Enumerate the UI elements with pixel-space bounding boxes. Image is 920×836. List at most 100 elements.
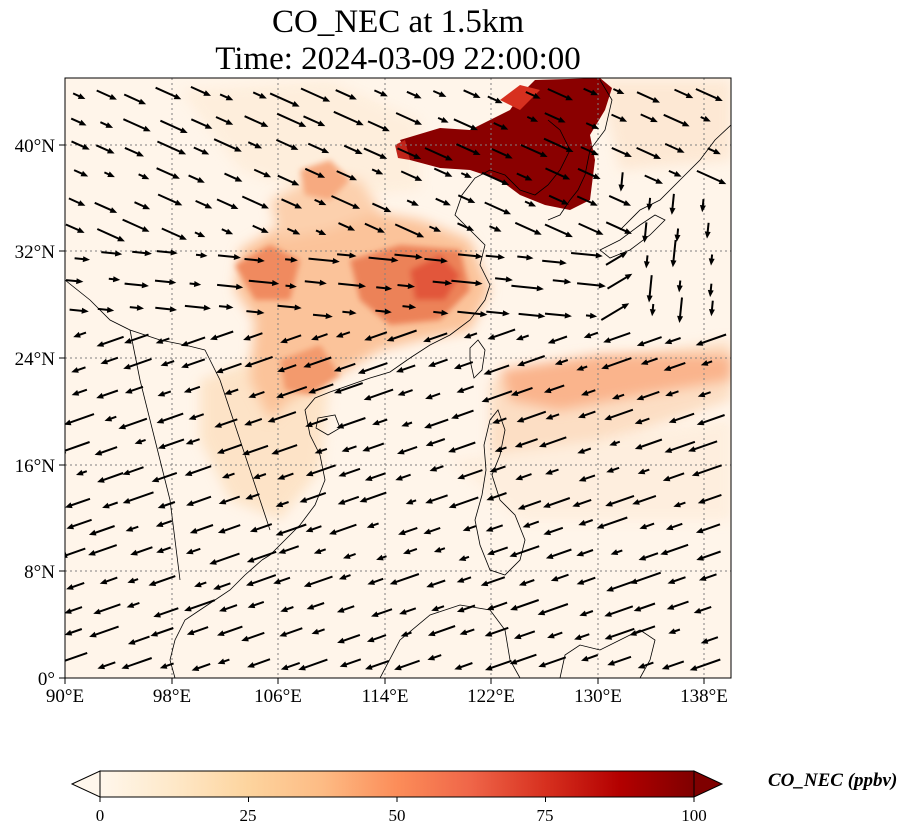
wind-arrow-head (464, 172, 472, 178)
wind-arrow-head (80, 170, 89, 177)
wind-arrow-shaft (578, 222, 602, 235)
peninsula-coast (169, 559, 263, 678)
wind-arrow-shaft (672, 239, 677, 265)
wind-arrow-head (666, 604, 675, 610)
wind-arrow-shaft (430, 625, 456, 636)
wind-arrow-head (618, 184, 625, 192)
wind-arrow-head (601, 363, 609, 370)
wind-arrow-head (134, 438, 143, 445)
wind-arrow-head (415, 253, 423, 260)
wind-arrow-head (379, 153, 388, 159)
wind-arrow-head (486, 604, 495, 611)
wind-arrow-head (708, 258, 715, 266)
wind-arrow-head (668, 628, 676, 634)
wind-arrow-head (538, 312, 546, 319)
wind-arrow-head (159, 663, 168, 669)
wind-arrow-head (649, 309, 656, 317)
wind-arrow-head (693, 607, 702, 614)
wind-arrow-head (263, 171, 272, 178)
wind-arrow-shaft (605, 331, 631, 343)
wind-arrow-shaft (648, 275, 653, 300)
wind-arrow-shaft (269, 92, 298, 107)
wind-arrow-head (349, 252, 357, 259)
wind-arrow-head (605, 500, 613, 507)
wind-arrow-head (138, 98, 147, 105)
wind-arrow-head (510, 604, 518, 611)
wind-arrow-head (191, 665, 200, 671)
wind-arrow-head (334, 388, 342, 394)
wind-arrow-shaft (699, 414, 725, 425)
wind-arrow-shaft (150, 575, 176, 586)
wind-arrow-head (685, 92, 694, 99)
wind-arrow-shaft (122, 118, 149, 132)
wind-arrow-head (184, 470, 193, 476)
wind-arrow-head (204, 202, 213, 209)
wind-arrow-head (634, 418, 643, 425)
wind-arrow-shaft (606, 605, 634, 617)
wind-arrow-head (203, 90, 211, 96)
wind-arrow-head (653, 153, 662, 159)
wind-arrow-head (276, 392, 284, 399)
wind-arrow-head (689, 665, 698, 671)
wind-arrow-shaft (159, 119, 186, 133)
wind-arrow-shaft (545, 497, 571, 508)
wind-arrow-head (448, 502, 457, 509)
field-hotspot (410, 255, 460, 300)
wind-arrow-head (428, 361, 436, 367)
wind-arrow-head (299, 497, 308, 503)
wind-arrow-head (364, 335, 372, 341)
border-2 (204, 349, 271, 531)
wind-arrow-head (279, 631, 287, 637)
wind-arrow-head (550, 575, 559, 582)
wind-arrow-head (606, 467, 614, 473)
wind-arrow-head (484, 630, 493, 637)
wind-arrow-shaft (218, 362, 242, 373)
wind-arrow-head (564, 312, 572, 319)
wind-arrow-shaft (690, 440, 718, 452)
wind-arrow-head (180, 127, 188, 133)
field-korea-pale (600, 80, 731, 170)
wind-arrow-head (259, 92, 267, 99)
wind-arrow-head (338, 574, 347, 580)
wind-arrow-head (682, 120, 690, 127)
wind-arrow-head (425, 393, 433, 400)
wind-arrow-shaft (95, 603, 121, 614)
wind-arrow-head (280, 664, 289, 671)
wind-arrow-head (292, 101, 300, 107)
wind-arrow-head (81, 307, 89, 314)
wind-arrow-head (156, 417, 165, 424)
wind-arrow-head (688, 446, 696, 452)
wind-arrow-head (148, 580, 157, 586)
wind-arrow-head (696, 554, 704, 561)
wind-arrow-head (260, 121, 269, 127)
wind-arrow-shaft (270, 411, 297, 423)
wind-arrow-head (181, 362, 189, 369)
wind-arrow-shaft (158, 412, 184, 423)
wind-arrow-head (109, 207, 118, 213)
wind-arrow-head (247, 662, 255, 668)
wind-arrow-head (185, 438, 194, 445)
wind-arrow-head (105, 122, 114, 128)
wind-arrow-head (538, 441, 547, 448)
wind-arrow-head (338, 471, 346, 477)
wind-arrow-head (502, 310, 510, 317)
wind-arrow-head (621, 303, 630, 310)
wind-arrow-head (444, 279, 453, 286)
wind-arrow-shaft (362, 491, 387, 502)
wind-arrow-head (99, 578, 108, 585)
wind-arrow-head (540, 151, 548, 157)
wind-arrow-head (713, 148, 721, 155)
wind-arrow-head (77, 200, 86, 206)
wind-arrow-head (431, 605, 439, 612)
wind-arrow-head (538, 661, 546, 668)
lat-tick-label: 24°N (15, 349, 56, 370)
wind-arrow-head (480, 311, 488, 318)
wind-arrow-head (141, 173, 150, 180)
wind-arrow-head (619, 116, 628, 122)
wind-arrow-shaft (331, 523, 357, 535)
wind-arrow-head (184, 605, 192, 612)
wind-arrow-head (640, 359, 649, 365)
wind-arrow-head (695, 527, 704, 534)
wind-arrow-head (487, 334, 496, 340)
wind-arrow-head (358, 282, 366, 289)
